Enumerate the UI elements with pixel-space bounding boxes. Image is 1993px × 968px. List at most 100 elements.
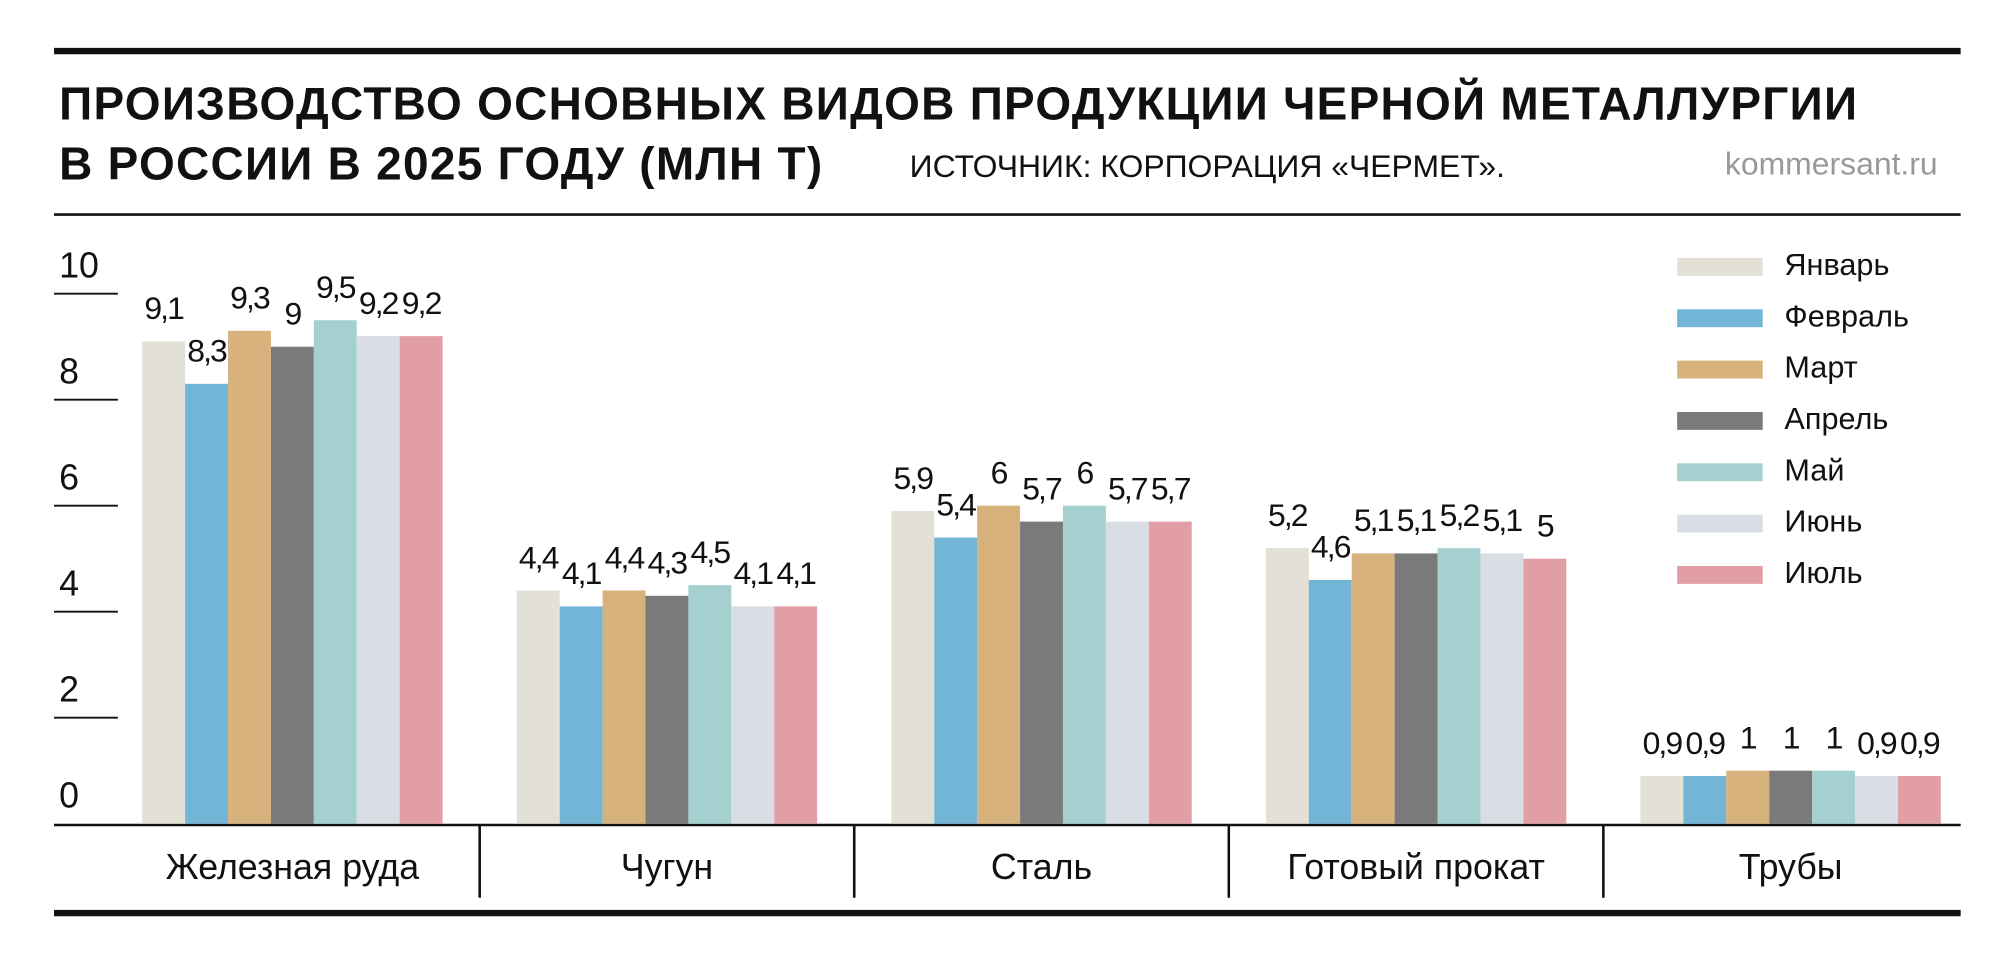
value-label: 9,2 bbox=[402, 285, 442, 321]
bar bbox=[356, 336, 400, 824]
watermark: kommersant.ru bbox=[1725, 145, 1938, 181]
y-tick-label: 8 bbox=[59, 352, 79, 392]
value-label: 6 bbox=[991, 454, 1008, 490]
bar bbox=[142, 341, 186, 824]
bar bbox=[228, 330, 271, 824]
legend-label: Февраль bbox=[1784, 299, 1908, 333]
bar bbox=[559, 606, 603, 824]
value-label: 0,9 bbox=[1900, 725, 1940, 761]
bar bbox=[399, 336, 443, 824]
bar bbox=[977, 505, 1021, 824]
value-label: 4,4 bbox=[605, 539, 645, 575]
value-label: 4,3 bbox=[648, 545, 688, 581]
value-label: 6 bbox=[1077, 454, 1094, 490]
value-label: 5 bbox=[1537, 507, 1554, 543]
bar bbox=[645, 595, 689, 824]
bar bbox=[1437, 548, 1481, 824]
bar bbox=[1769, 770, 1813, 824]
value-label: 4,4 bbox=[519, 539, 559, 575]
value-label: 9 bbox=[284, 296, 301, 332]
value-label: 5,2 bbox=[1440, 497, 1480, 533]
value-label: 0,9 bbox=[1643, 725, 1683, 761]
bar bbox=[1726, 770, 1770, 824]
x-tick-label: Чугун bbox=[621, 847, 713, 887]
bar bbox=[1351, 553, 1395, 824]
bar bbox=[270, 346, 314, 824]
value-label: 0,9 bbox=[1686, 725, 1726, 761]
value-label: 5,9 bbox=[893, 460, 933, 496]
value-label: 5,1 bbox=[1483, 502, 1523, 538]
legend-swatch bbox=[1677, 360, 1763, 379]
value-label: 4,6 bbox=[1311, 529, 1351, 565]
y-tick-label: 2 bbox=[59, 670, 79, 710]
bar bbox=[1854, 775, 1898, 824]
y-tick-label: 10 bbox=[59, 246, 99, 286]
bar bbox=[1105, 521, 1149, 824]
bar bbox=[934, 537, 978, 824]
bar bbox=[1020, 521, 1063, 824]
value-label: 4,1 bbox=[733, 555, 773, 591]
bar bbox=[1523, 558, 1567, 824]
value-label: 5,7 bbox=[1022, 470, 1062, 506]
legend-label: Июнь bbox=[1784, 505, 1862, 539]
legend-label: Май bbox=[1784, 453, 1844, 487]
chart-title: ПРОИЗВОДСТВО ОСНОВНЫХ ВИДОВ ПРОДУКЦИИ ЧЕ… bbox=[59, 77, 1858, 129]
bar bbox=[1812, 770, 1855, 824]
y-tick-label: 4 bbox=[59, 564, 79, 604]
bar bbox=[1148, 521, 1192, 824]
legend-swatch bbox=[1677, 257, 1763, 276]
bar bbox=[516, 590, 560, 824]
x-tick-label: Железная руда bbox=[166, 847, 420, 887]
legend-swatch bbox=[1677, 463, 1763, 482]
bar bbox=[688, 585, 732, 824]
value-label: 4,5 bbox=[691, 534, 731, 570]
bar bbox=[313, 320, 357, 824]
value-label: 5,2 bbox=[1268, 497, 1308, 533]
value-label: 1 bbox=[1826, 719, 1843, 755]
x-tick-label: Сталь bbox=[991, 847, 1092, 887]
y-tick-label: 0 bbox=[59, 776, 79, 816]
bar bbox=[185, 383, 229, 824]
value-label: 4,1 bbox=[776, 555, 816, 591]
x-tick-label: Готовый прокат bbox=[1287, 847, 1545, 887]
bar bbox=[1640, 775, 1684, 824]
bar bbox=[1265, 548, 1309, 824]
bar bbox=[1062, 505, 1106, 824]
bar bbox=[891, 511, 935, 824]
value-label: 4,1 bbox=[562, 555, 602, 591]
value-label: 5,4 bbox=[936, 486, 976, 522]
value-label: 1 bbox=[1783, 719, 1800, 755]
value-label: 5,1 bbox=[1397, 502, 1437, 538]
bar bbox=[1683, 775, 1727, 824]
bar bbox=[1897, 775, 1941, 824]
chart-title: В РОССИИ В 2025 ГОДУ (МЛН Т) bbox=[59, 137, 823, 189]
legend-label: Апрель bbox=[1784, 402, 1888, 436]
source: ИСТОЧНИК: КОРПОРАЦИЯ «ЧЕРМЕТ». bbox=[910, 148, 1505, 184]
legend-swatch bbox=[1677, 309, 1763, 328]
value-label: 9,3 bbox=[230, 280, 270, 316]
legend-label: Март bbox=[1784, 351, 1857, 385]
value-label: 5,7 bbox=[1108, 470, 1148, 506]
value-label: 9,5 bbox=[316, 269, 356, 305]
bar bbox=[1480, 553, 1524, 824]
legend-swatch bbox=[1677, 411, 1763, 430]
legend-label: Июль bbox=[1784, 556, 1862, 590]
value-label: 5,1 bbox=[1354, 502, 1394, 538]
x-tick-label: Трубы bbox=[1739, 847, 1843, 887]
bar bbox=[602, 590, 646, 824]
value-label: 8,3 bbox=[187, 333, 227, 369]
value-label: 5,7 bbox=[1151, 470, 1191, 506]
bar bbox=[1394, 553, 1438, 824]
value-label: 9,2 bbox=[359, 285, 399, 321]
bar bbox=[731, 606, 775, 824]
value-label: 0,9 bbox=[1857, 725, 1897, 761]
legend-swatch bbox=[1677, 514, 1763, 533]
bar bbox=[774, 606, 818, 824]
y-tick-label: 6 bbox=[59, 458, 79, 498]
legend-label: Январь bbox=[1784, 248, 1889, 282]
legend-swatch bbox=[1677, 565, 1763, 584]
bar bbox=[1308, 579, 1352, 824]
value-label: 1 bbox=[1740, 719, 1757, 755]
